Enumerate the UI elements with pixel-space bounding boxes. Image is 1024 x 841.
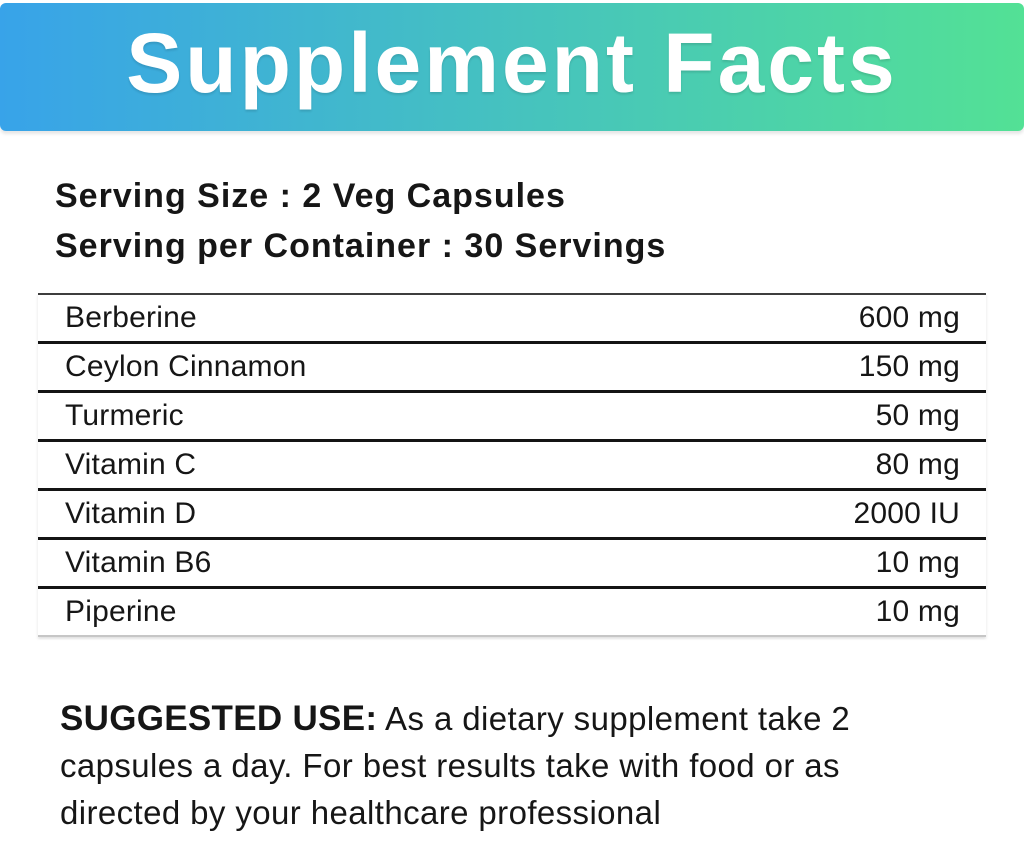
header-banner: Supplement Facts <box>0 3 1024 131</box>
ingredient-name: Berberine <box>65 301 197 334</box>
ingredient-row: Vitamin B6 10 mg <box>38 540 986 589</box>
ingredient-name: Piperine <box>65 595 177 628</box>
supplement-facts-label: Supplement Facts Serving Size : 2 Veg Ca… <box>0 3 1024 841</box>
ingredient-name: Vitamin C <box>65 448 197 481</box>
suggested-use-text-line2: capsules a day. For best results take wi… <box>60 747 840 784</box>
page-title: Supplement Facts <box>126 15 898 110</box>
ingredient-amount: 10 mg <box>875 595 960 628</box>
ingredient-amount: 80 mg <box>875 448 960 481</box>
servings-per-container-line: Serving per Container : 30 Servings <box>55 227 667 265</box>
suggested-use-text-line3: directed by your healthcare professional <box>60 794 662 831</box>
ingredient-amount: 10 mg <box>875 546 960 579</box>
ingredient-amount: 150 mg <box>858 350 960 383</box>
suggested-use: SUGGESTED USE: As a dietary supplement t… <box>60 695 984 836</box>
ingredient-row: Turmeric 50 mg <box>38 393 986 442</box>
serving-size-line: Serving Size : 2 Veg Capsules <box>55 177 566 215</box>
ingredients-table: Berberine 600 mg Ceylon Cinnamon 150 mg … <box>38 293 986 637</box>
ingredient-name: Vitamin B6 <box>65 546 212 579</box>
ingredient-name: Ceylon Cinnamon <box>65 350 307 383</box>
ingredient-row: Vitamin C 80 mg <box>38 442 986 491</box>
ingredient-amount: 2000 IU <box>853 497 960 530</box>
suggested-use-text-line1: As a dietary supplement take 2 <box>377 700 851 737</box>
suggested-use-label: SUGGESTED USE: <box>60 699 378 738</box>
ingredient-row: Piperine 10 mg <box>38 589 986 635</box>
serving-info: Serving Size : 2 Veg Capsules Serving pe… <box>55 171 1024 271</box>
ingredient-row: Ceylon Cinnamon 150 mg <box>38 344 986 393</box>
ingredient-name: Vitamin D <box>65 497 197 530</box>
ingredient-name: Turmeric <box>65 399 184 432</box>
ingredient-row: Vitamin D 2000 IU <box>38 491 986 540</box>
ingredient-row: Berberine 600 mg <box>38 295 986 344</box>
ingredient-amount: 600 mg <box>858 301 960 334</box>
ingredient-amount: 50 mg <box>875 399 960 432</box>
